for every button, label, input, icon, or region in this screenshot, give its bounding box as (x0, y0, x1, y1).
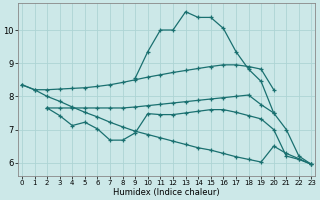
X-axis label: Humidex (Indice chaleur): Humidex (Indice chaleur) (113, 188, 220, 197)
